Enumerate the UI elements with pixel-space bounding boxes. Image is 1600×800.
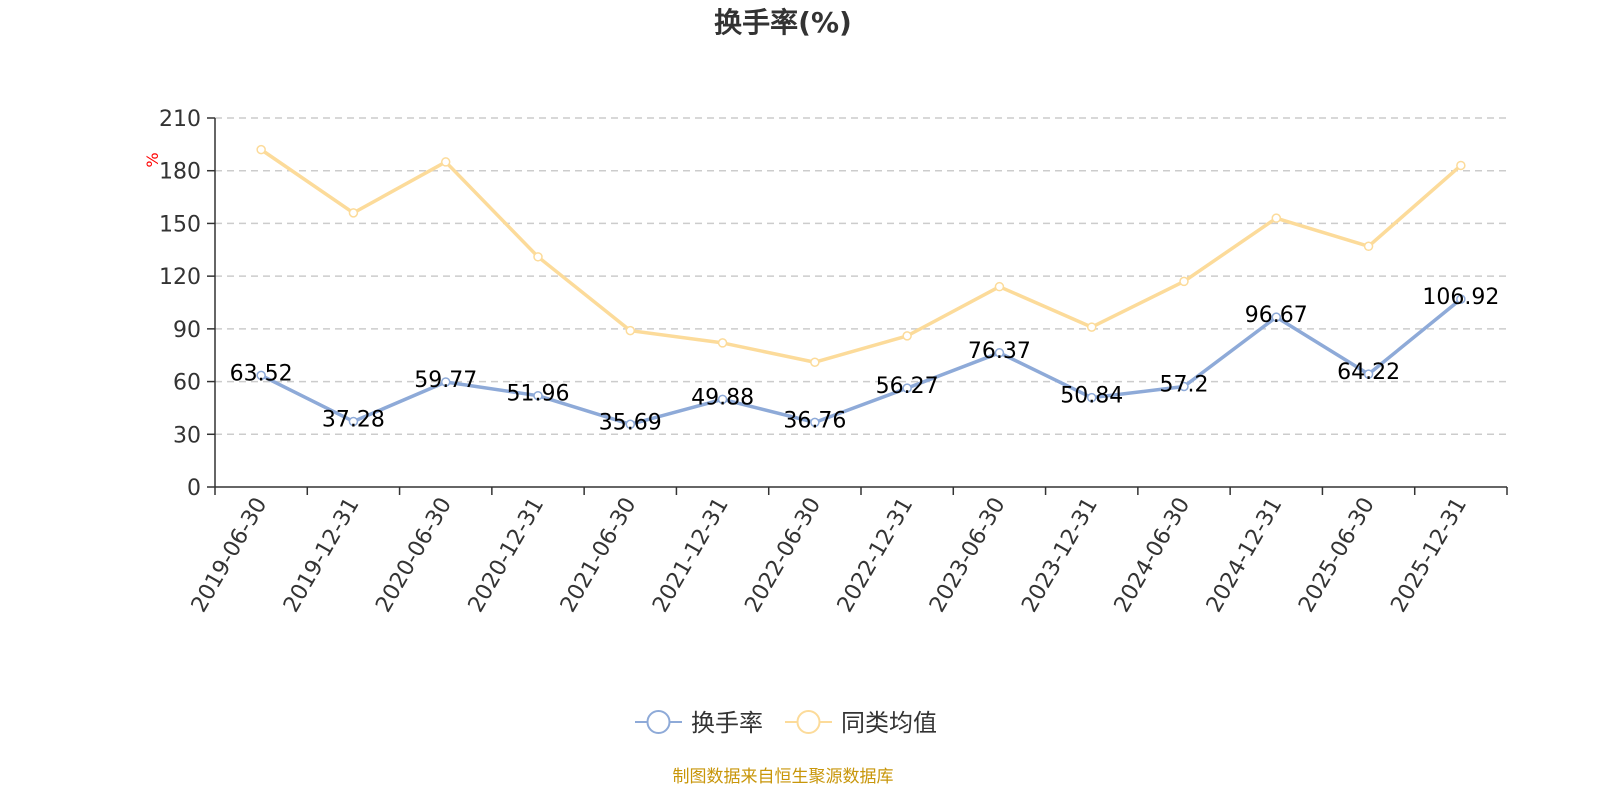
data-point: [994, 281, 1005, 292]
data-point: [348, 416, 359, 427]
y-tick-label: 150: [159, 212, 201, 237]
data-point: [1363, 241, 1374, 252]
data-label: 106.92: [1422, 285, 1499, 310]
data-point: [348, 208, 359, 218]
x-tick-label: 2019-06-30: [187, 494, 273, 617]
data-point: [440, 157, 451, 167]
source-note: 制图数据来自恒生聚源数据库: [673, 767, 894, 787]
legend-marker: [646, 710, 671, 734]
data-label: 49.88: [691, 385, 754, 410]
data-label: 76.37: [968, 339, 1031, 364]
x-tick-label: 2021-12-31: [648, 494, 734, 617]
series-line-0: [260, 297, 1462, 427]
x-tick-label: 2022-06-30: [740, 494, 826, 617]
legend-marker: [796, 710, 821, 734]
data-point: [1179, 381, 1189, 392]
data-point: [533, 252, 543, 262]
data-point: [902, 331, 912, 341]
x-tick-label: 2020-12-31: [464, 494, 550, 617]
data-point: [1456, 294, 1466, 304]
data-point: [1456, 160, 1466, 171]
y-tick-label: 30: [173, 423, 201, 448]
data-point: [625, 325, 636, 336]
chart-title: 换手率(%): [714, 6, 852, 39]
data-point: [1086, 392, 1097, 403]
data-label: 37.28: [322, 407, 385, 432]
data-label: 50.84: [1060, 384, 1123, 409]
y-axis-unit: %: [143, 152, 162, 167]
data-label: 63.52: [230, 361, 293, 386]
x-tick-label: 2021-06-30: [556, 494, 642, 617]
series-line-1: [260, 148, 1463, 364]
x-tick-label: 2025-12-31: [1386, 494, 1472, 617]
data-point: [1179, 276, 1189, 287]
data-point: [1271, 213, 1282, 223]
gridlines: [215, 117, 1507, 436]
x-tick-label: 2019-12-31: [279, 494, 365, 617]
data-point: [440, 377, 451, 387]
x-tick-label: 2024-12-31: [1202, 494, 1288, 617]
y-tick-label: 60: [173, 371, 201, 396]
x-tick-label: 2023-06-30: [925, 494, 1011, 617]
data-point: [1271, 312, 1282, 322]
data-point: [810, 417, 820, 428]
legend-label: 同类均值: [841, 709, 937, 737]
data-label: 35.69: [599, 410, 662, 435]
legend-label: 换手率: [691, 709, 763, 737]
x-tick-label: 2020-06-30: [371, 494, 457, 617]
data-point: [810, 357, 820, 367]
data-point: [902, 383, 912, 393]
series-lines: [256, 144, 1466, 430]
data-label: 64.22: [1337, 360, 1400, 385]
y-tick-label: 180: [159, 160, 201, 185]
legend[interactable]: 换手率 同类均值: [635, 709, 937, 737]
data-label: 59.77: [414, 368, 477, 393]
data-point: [717, 394, 728, 405]
data-point: [1363, 369, 1374, 379]
data-point: [625, 419, 636, 430]
x-tick-label: 2024-06-30: [1110, 494, 1196, 617]
data-point: [994, 348, 1005, 358]
data-point: [256, 144, 266, 155]
x-tick-label: 2022-12-31: [833, 494, 919, 617]
data-label: 96.67: [1245, 303, 1308, 328]
data-label: 36.76: [783, 408, 846, 433]
x-tick-label: 2025-06-30: [1294, 494, 1380, 617]
data-point: [1086, 322, 1097, 332]
y-tick-label: 120: [159, 265, 201, 290]
y-tick-label: 0: [187, 476, 201, 501]
x-tick-label: 2023-12-31: [1017, 494, 1103, 617]
y-tick-label: 90: [173, 318, 201, 343]
data-labels: 63.52 37.28 59.77 51.96 35.69 49.88 36.76 56.27…: [230, 285, 1500, 435]
data-label: 51.96: [507, 382, 570, 407]
data-point: [256, 370, 266, 381]
y-tick-label: 210: [159, 107, 201, 132]
data-point: [717, 338, 728, 348]
data-label: 57.2: [1160, 372, 1209, 397]
data-label: 56.27: [876, 374, 939, 399]
data-point: [533, 390, 543, 401]
